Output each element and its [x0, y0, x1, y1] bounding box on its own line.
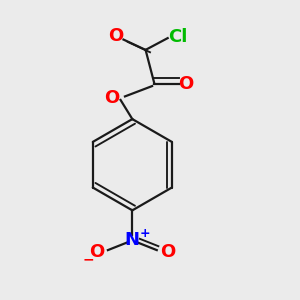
Text: O: O	[108, 27, 123, 45]
Text: O: O	[89, 244, 105, 262]
Text: O: O	[104, 88, 119, 106]
Text: +: +	[140, 227, 150, 240]
Text: N: N	[125, 231, 140, 249]
Text: −: −	[82, 252, 94, 266]
Text: Cl: Cl	[168, 28, 187, 46]
Text: O: O	[178, 75, 194, 93]
Text: O: O	[160, 244, 175, 262]
